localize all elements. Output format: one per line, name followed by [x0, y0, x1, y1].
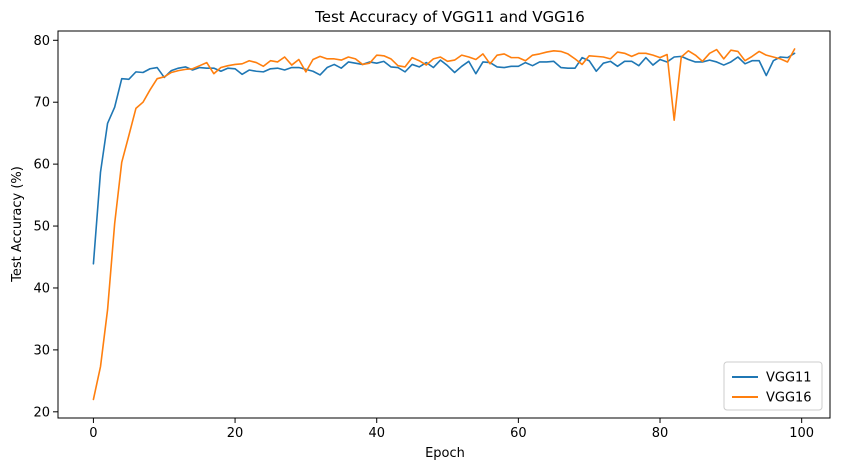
y-tick-label: 50 — [33, 220, 50, 235]
x-axis-title: Epoch — [425, 446, 465, 461]
x-tick-label: 40 — [368, 426, 385, 441]
plot-frame — [57, 30, 831, 419]
y-axis-title: Test Accuracy (%) — [10, 166, 25, 283]
y-tick-label: 80 — [33, 34, 50, 49]
x-tick-label: 100 — [789, 426, 814, 441]
legend-label-vgg11: VGG11 — [766, 371, 812, 386]
x-tick-label: 60 — [510, 426, 527, 441]
y-tick-label: 40 — [33, 281, 50, 296]
legend-label-vgg16: VGG16 — [766, 391, 812, 406]
series-layer — [92, 48, 796, 401]
x-tick-label: 20 — [227, 426, 244, 441]
x-axis: 0 20 40 60 80 100 — [89, 418, 814, 441]
y-tick-label: 70 — [33, 96, 50, 111]
y-tick-label: 30 — [33, 343, 50, 358]
chart-title: Test Accuracy of VGG11 and VGG16 — [314, 8, 585, 26]
x-tick-label: 80 — [652, 426, 669, 441]
y-tick-label: 20 — [33, 405, 50, 420]
y-axis: 20 30 40 50 60 70 80 — [33, 34, 58, 420]
y-tick-label: 60 — [33, 158, 50, 173]
x-tick-label: 0 — [89, 426, 97, 441]
legend: VGG11 VGG16 — [723, 361, 823, 411]
series-line-vgg16 — [92, 48, 796, 401]
plot-area — [57, 30, 831, 419]
